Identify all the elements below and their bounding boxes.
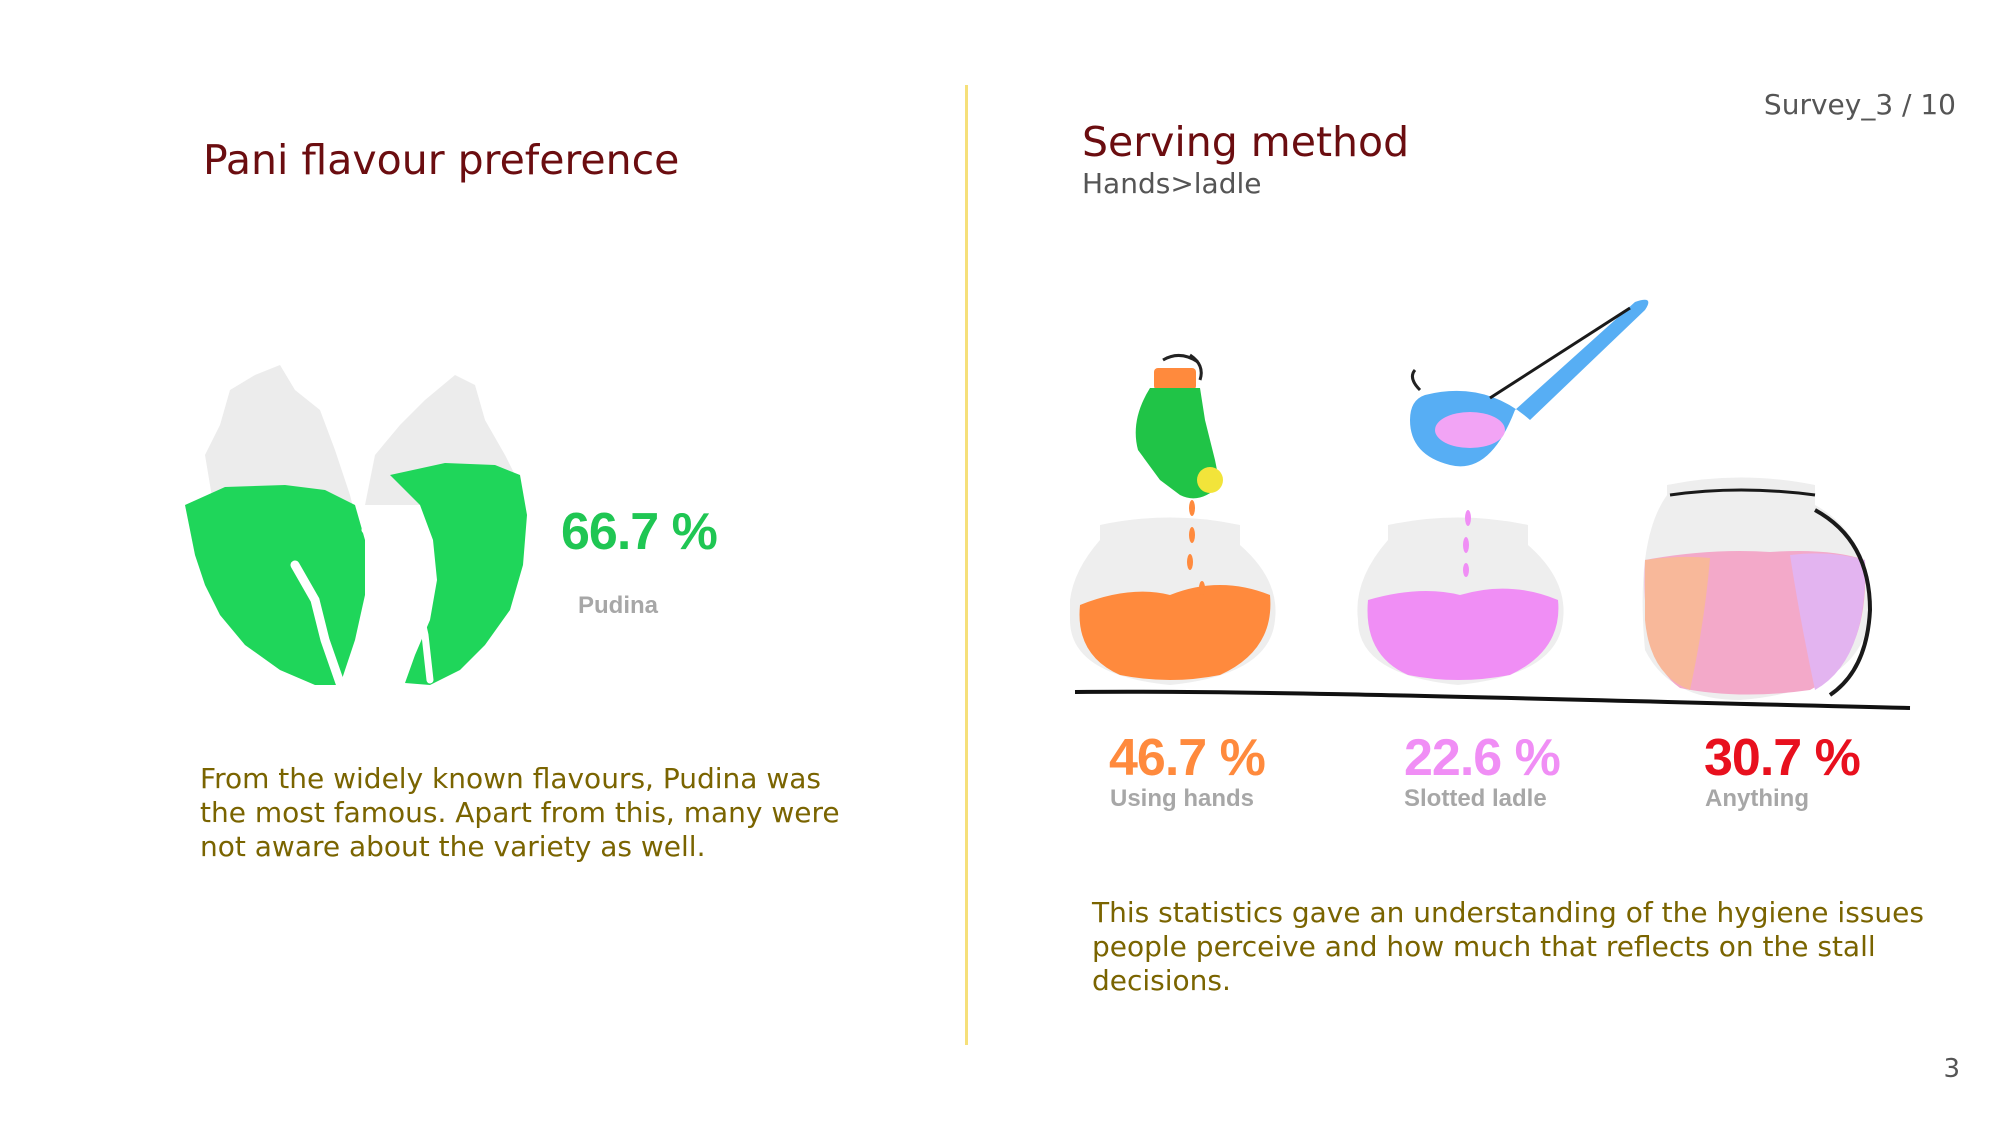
right-panel-subtitle: Hands>ladle (1082, 167, 1262, 200)
hands-label: Using hands (1110, 785, 1255, 812)
right-panel-description: This statistics gave an understanding of… (1092, 896, 1924, 997)
hand-serving-icon (1070, 353, 1276, 685)
page-number: 3 (1943, 1054, 1960, 1084)
ladle-percentage: 22.6 % (1404, 729, 1561, 787)
anything-percentage: 30.7 % (1704, 729, 1861, 787)
pudina-label: Pudina (578, 592, 659, 619)
mint-leaves-icon (185, 365, 527, 688)
pudina-percentage: 66.7 % (561, 503, 718, 561)
left-panel-description: From the widely known flavours, Pudina w… (200, 762, 840, 863)
ladle-icon (1357, 299, 1649, 685)
serving-methods-illustration (1070, 299, 1911, 710)
anything-label: Anything (1705, 785, 1809, 812)
survey-counter: Survey_3 / 10 (1763, 88, 1956, 121)
ground-line (1074, 689, 1911, 710)
pot-icon (1642, 477, 1873, 700)
panel-divider (965, 85, 968, 1045)
hands-percentage: 46.7 % (1109, 729, 1266, 787)
right-panel-title: Serving method (1082, 118, 1410, 166)
left-panel-title: Pani flavour preference (203, 136, 680, 184)
ladle-label: Slotted ladle (1404, 785, 1547, 812)
